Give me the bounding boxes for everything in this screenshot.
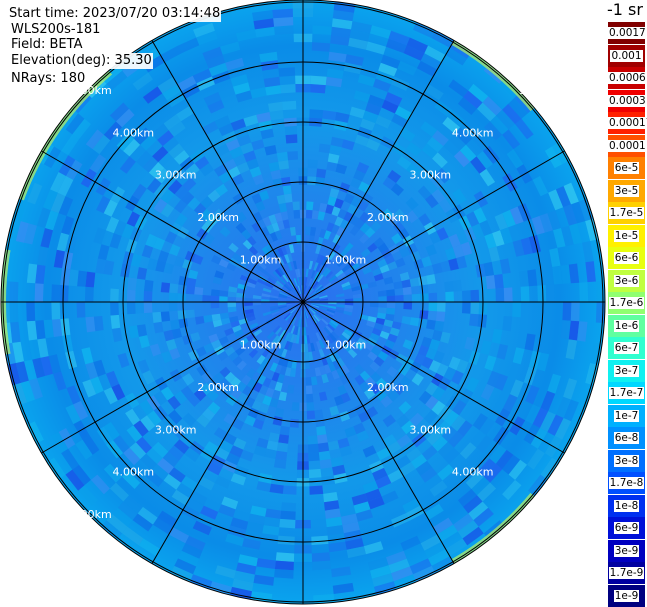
legend-swatch-label: 3e-9 xyxy=(613,544,640,557)
range-ring-label: 1.00km xyxy=(325,338,367,351)
range-ring-label: 3.00km xyxy=(410,169,452,182)
legend-swatch: 0.0001 xyxy=(608,134,647,157)
legend-swatch: 6e-9 xyxy=(608,517,645,539)
legend-swatch-label: 6e-8 xyxy=(613,432,640,444)
legend-swatch-label: 1.7e-8 xyxy=(608,477,645,489)
start-time-label: Start time: 2023/07/20 03:14:48 xyxy=(8,6,222,22)
legend-swatch-label: 1e-7 xyxy=(613,409,640,422)
azimuth-spoke xyxy=(302,301,455,564)
range-ring-label: 1.00km xyxy=(240,254,282,267)
azimuth-spoke xyxy=(302,150,565,303)
legend-swatch-label: 1.7e-6 xyxy=(608,297,645,309)
legend-swatch: 0.00017 xyxy=(608,112,647,134)
legend-title: -1 sr xyxy=(607,0,643,19)
legend-swatch-label: 0.0006 xyxy=(608,72,647,84)
legend-swatch: 3e-5 xyxy=(608,179,645,202)
range-ring-label: 2.00km xyxy=(367,381,409,394)
range-ring-label: 1.00km xyxy=(240,338,282,351)
legend-swatch-label: 1e-5 xyxy=(613,229,640,242)
range-ring-label: 4.00km xyxy=(113,126,155,139)
legend-swatch: 3e-9 xyxy=(608,539,645,562)
legend-swatch: 1e-9 xyxy=(608,584,645,607)
azimuth-spoke xyxy=(302,301,565,454)
legend-swatch-label: 3e-6 xyxy=(613,274,640,287)
legend-swatch: 6e-6 xyxy=(608,247,645,269)
legend-swatch: 0.0003 xyxy=(608,89,647,112)
legend-swatch: 1.7e-8 xyxy=(608,472,645,494)
legend-swatch: 1e-5 xyxy=(608,224,645,247)
nrays-label: NRays: 180 xyxy=(10,71,87,87)
legend-swatch-label: 1.7e-7 xyxy=(608,387,645,399)
legend-swatch: 1.7e-6 xyxy=(608,292,645,314)
legend-swatch: 6e-5 xyxy=(608,157,645,179)
legend-swatch: 0.001 xyxy=(608,44,645,67)
range-ring-label: 4.00km xyxy=(113,466,155,479)
legend-swatch: 3e-8 xyxy=(608,449,645,472)
legend-swatch-label: 0.0017 xyxy=(608,27,647,39)
elevation-label: Elevation(deg): 35.30 xyxy=(10,53,153,69)
range-ring-label: 5.00km xyxy=(70,84,112,97)
azimuth-spoke xyxy=(151,301,304,564)
legend-swatch: 6e-8 xyxy=(608,427,645,449)
legend-swatch: 3e-7 xyxy=(608,359,645,382)
range-ring-label: 3.00km xyxy=(155,169,197,182)
legend-swatch: 0.0006 xyxy=(608,67,647,89)
legend-swatch-label: 6e-6 xyxy=(613,252,640,264)
legend-swatch-label: 0.0001 xyxy=(608,139,647,152)
azimuth-spoke xyxy=(302,40,455,303)
legend-swatch: 1.7e-5 xyxy=(608,202,645,224)
range-ring-label: 2.00km xyxy=(367,211,409,224)
range-ring-label: 2.00km xyxy=(197,381,239,394)
legend-swatch: 1e-8 xyxy=(608,494,645,517)
legend-swatch-label: 6e-7 xyxy=(613,342,640,354)
azimuth-spoke xyxy=(41,301,304,454)
legend-swatch-label: 1e-8 xyxy=(613,499,640,512)
legend-swatch: 3e-6 xyxy=(608,269,645,292)
range-ring-label: 2.00km xyxy=(197,211,239,224)
range-ring-label: 3.00km xyxy=(155,423,197,436)
range-ring-label: 1.00km xyxy=(325,254,367,267)
legend-swatch-label: 1e-9 xyxy=(613,589,640,602)
range-ring-label: 4.00km xyxy=(452,126,494,139)
legend-swatch-label: 0.001 xyxy=(610,49,643,62)
legend-swatch: 6e-7 xyxy=(608,337,645,359)
legend-swatch: 1.7e-9 xyxy=(608,562,645,584)
legend-swatch-label: 1.7e-9 xyxy=(608,567,645,579)
range-ring-label: 5.00km xyxy=(70,508,112,521)
range-ring-grid xyxy=(0,0,606,605)
legend-swatch-label: 3e-5 xyxy=(613,184,640,197)
legend-swatch-label: 6e-9 xyxy=(613,522,640,534)
range-ring-label-partial: 5. xyxy=(519,84,530,97)
legend-swatch-label: 6e-5 xyxy=(613,162,640,174)
legend-swatch: 1e-7 xyxy=(608,404,645,427)
legend-swatch-label: 3e-7 xyxy=(613,364,640,377)
azimuth-spoke xyxy=(41,150,304,303)
legend-swatch: 1e-6 xyxy=(608,314,645,337)
legend-swatch: 1.7e-7 xyxy=(608,382,645,404)
legend-swatch: 0.0017 xyxy=(608,22,647,44)
range-ring-label: 3.00km xyxy=(410,423,452,436)
legend-swatch-label: 3e-8 xyxy=(613,454,640,467)
field-label: Field: BETA xyxy=(10,37,84,53)
range-ring-label: 4.00km xyxy=(452,466,494,479)
legend-swatch-label: 0.00017 xyxy=(608,117,647,129)
legend-swatch-label: 0.0003 xyxy=(608,94,647,107)
legend-swatch-label: 1e-6 xyxy=(613,319,640,332)
instrument-label: WLS200s-181 xyxy=(10,22,102,38)
range-ring-labels: 1.00km 1.00km 1.00km 1.00km 2.00km 2.00km 2.00… xyxy=(70,84,529,521)
azimuth-spoke xyxy=(151,40,304,303)
legend-swatch-label: 1.7e-5 xyxy=(608,207,645,219)
